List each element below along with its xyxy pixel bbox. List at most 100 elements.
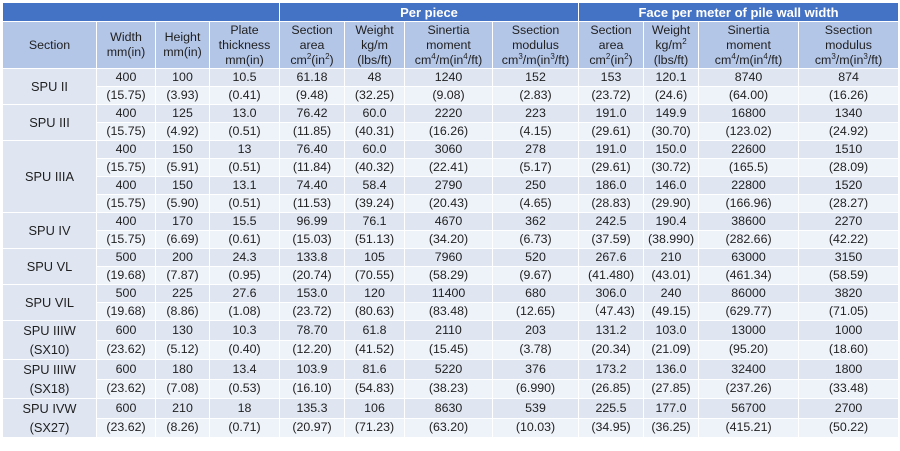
imperial-value-cell: (21.09)	[643, 339, 700, 360]
section-name-line: SPU IIIA	[24, 169, 75, 184]
section-name-cell: SPU IIIW (SX10)	[2, 320, 97, 360]
imperial-value-cell: (0.53)	[209, 378, 280, 399]
table-row: 400 150 13.1 74.40 58.4 2790 250 186.0 146.0 2280…	[3, 176, 900, 195]
metric-value-cell: 63000	[698, 248, 800, 267]
table-row: (19.68) (7.87) (0.95) (20.74) (70.55) (58.29)…	[3, 266, 900, 285]
metric-value-cell: 18	[209, 398, 280, 419]
column-header-11: Ssection modulus cm3/m(in3/ft)	[798, 21, 900, 69]
imperial-value-cell: (70.55)	[344, 266, 405, 285]
section-name-cell: SPU IV	[2, 212, 97, 249]
section-name-line: (SX10)	[29, 342, 70, 357]
table-row: (23.62) (7.08) (0.53) (16.10) (54.83) (38.23)…	[3, 378, 900, 399]
imperial-value-cell: (38.23)	[404, 378, 493, 399]
imperial-value-cell: (165.5)	[698, 158, 800, 177]
imperial-value-cell: (23.62)	[96, 417, 156, 438]
imperial-value-cell: (28.27)	[798, 194, 900, 213]
imperial-value-cell: (12.20)	[279, 339, 345, 360]
imperial-value-cell: (24.92)	[798, 122, 900, 141]
table-row: SPU III 400 125 13.0 76.42 60.0 2220 223 191.0 14…	[2, 104, 900, 141]
imperial-value-cell: (41.480)	[578, 266, 645, 285]
metric-value-cell: 2790	[404, 176, 493, 195]
imperial-value-cell: (28.83)	[578, 194, 645, 213]
metric-value-cell: 267.6	[578, 248, 645, 267]
metric-value-cell: 131.2	[578, 320, 645, 341]
metric-value-cell: 120.1	[643, 68, 700, 87]
imperial-value-cell: (29.61)	[578, 158, 645, 177]
imperial-value-cell: (2.83)	[491, 86, 580, 105]
metric-value-cell: 191.0	[578, 140, 645, 159]
metric-value-cell: 250	[491, 176, 580, 195]
table-row: (15.75) (5.90) (0.51) (11.53) (39.24) (20.43)…	[3, 194, 900, 213]
metric-value-cell: 500	[96, 284, 156, 303]
column-header-5: Weight kg/m (lbs/ft)	[344, 21, 405, 69]
metric-value-cell: 210	[643, 248, 700, 267]
metric-value-cell: 170	[155, 212, 210, 231]
imperial-value-cell: (71.23)	[344, 417, 405, 438]
imperial-value-cell: (30.72)	[643, 158, 700, 177]
column-header-4: Section area cm2(in2)	[279, 21, 345, 69]
section-name-line: (SX18)	[29, 381, 70, 396]
imperial-value-cell: (0.61)	[209, 230, 280, 249]
metric-value-cell: 400	[96, 176, 156, 195]
section-name-line: SPU II	[31, 79, 68, 94]
metric-value-cell: 874	[798, 68, 900, 87]
metric-value-cell: 3150	[798, 248, 900, 267]
metric-value-cell: 4670	[404, 212, 493, 231]
table-row: SPU IV 400 170 15.5 96.99 76.1 4670 362 242.5 190…	[2, 212, 900, 249]
imperial-value-cell: (20.74)	[279, 266, 345, 285]
metric-value-cell: 180	[155, 359, 210, 380]
metric-value-cell: 10.3	[209, 320, 280, 341]
section-name-line: (SX27)	[29, 420, 70, 435]
group-header-blank	[2, 2, 280, 22]
metric-value-cell: 56700	[698, 398, 800, 419]
section-name-line: SPU IIIW	[23, 362, 76, 377]
imperial-value-cell: (15.75)	[96, 158, 156, 177]
column-header-0: Section	[2, 21, 97, 69]
imperial-value-cell: (16.26)	[404, 122, 493, 141]
metric-value-cell: 150.0	[643, 140, 700, 159]
metric-value-cell: 149.9	[643, 104, 700, 123]
column-header-6: Sinertia moment cm4/m(in4/ft)	[404, 21, 493, 69]
metric-value-cell: 2110	[404, 320, 493, 341]
metric-value-cell: 680	[491, 284, 580, 303]
metric-value-cell: 225.5	[578, 398, 645, 419]
metric-value-cell: 13.1	[209, 176, 280, 195]
imperial-value-cell: (40.32)	[344, 158, 405, 177]
metric-value-cell: 13.4	[209, 359, 280, 380]
metric-value-cell: 24.3	[209, 248, 280, 267]
imperial-value-cell: (23.72)	[279, 302, 345, 321]
metric-value-cell: 210	[155, 398, 210, 419]
imperial-value-cell: (29.90)	[643, 194, 700, 213]
imperial-value-cell: (34.20)	[404, 230, 493, 249]
metric-value-cell: 186.0	[578, 176, 645, 195]
metric-value-cell: 133.8	[279, 248, 345, 267]
metric-value-cell: 76.1	[344, 212, 405, 231]
imperial-value-cell: (58.59)	[798, 266, 900, 285]
imperial-value-cell: (50.22)	[798, 417, 900, 438]
imperial-value-cell: (64.00)	[698, 86, 800, 105]
imperial-value-cell: (32.25)	[344, 86, 405, 105]
imperial-value-cell: (0.51)	[209, 122, 280, 141]
metric-value-cell: 2220	[404, 104, 493, 123]
imperial-value-cell: (415.21)	[698, 417, 800, 438]
metric-value-cell: 103.9	[279, 359, 345, 380]
table-row: (15.75) (6.69) (0.61) (15.03) (51.13) (34.20)…	[3, 230, 900, 249]
imperial-value-cell: (12.65)	[491, 302, 580, 321]
metric-value-cell: 76.42	[279, 104, 345, 123]
imperial-value-cell: (7.87)	[155, 266, 210, 285]
imperial-value-cell: (0.51)	[209, 194, 280, 213]
imperial-value-cell: (0.41)	[209, 86, 280, 105]
metric-value-cell: 78.70	[279, 320, 345, 341]
section-name-cell: SPU IIIA	[2, 140, 97, 213]
metric-value-cell: 106	[344, 398, 405, 419]
imperial-value-cell: (20.97)	[279, 417, 345, 438]
imperial-value-cell: (6.990)	[491, 378, 580, 399]
imperial-value-cell: (18.60)	[798, 339, 900, 360]
imperial-value-cell: (34.95)	[578, 417, 645, 438]
metric-value-cell: 125	[155, 104, 210, 123]
imperial-value-cell: (10.03)	[491, 417, 580, 438]
metric-value-cell: 177.0	[643, 398, 700, 419]
metric-value-cell: 2700	[798, 398, 900, 419]
imperial-value-cell: (9.67)	[491, 266, 580, 285]
metric-value-cell: 136.0	[643, 359, 700, 380]
